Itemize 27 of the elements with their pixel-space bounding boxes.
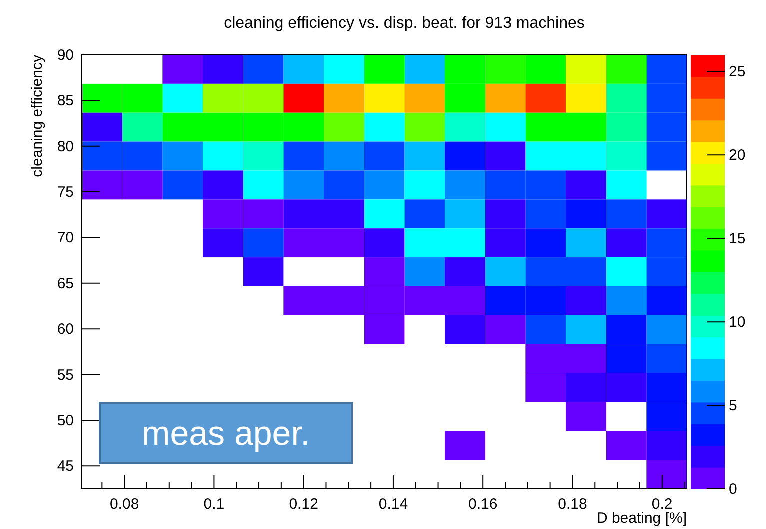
x-tick-label: 0.2 [652, 496, 673, 513]
y-tick-label: 50 [57, 412, 74, 430]
x-tick-label: 0.16 [468, 496, 498, 513]
y-tick-label: 45 [57, 458, 74, 476]
y-tick-label: 60 [57, 321, 74, 338]
color-bar-label: 25 [729, 64, 746, 81]
y-tick-label: 70 [57, 230, 74, 247]
x-tick-label: 0.1 [204, 496, 225, 513]
color-bar-label: 20 [729, 147, 746, 164]
y-tick-label: 85 [57, 92, 74, 110]
color-bar-label: 0 [729, 481, 738, 498]
x-tick-label: 0.08 [110, 496, 140, 513]
y-tick-label: 65 [57, 275, 74, 292]
x-axis-title: D beating [%] [596, 510, 687, 527]
x-tick-label: 0.12 [289, 496, 318, 513]
y-axis-title: cleaning efficiency [29, 54, 46, 178]
y-tick-label: 90 [57, 47, 74, 64]
y-tick-label: 55 [57, 366, 74, 384]
color-bar-label: 5 [729, 398, 738, 415]
y-tick-label: 75 [57, 184, 74, 202]
x-tick-label: 0.18 [558, 496, 588, 513]
x-tick-label: 0.14 [378, 496, 408, 513]
y-tick-label: 80 [57, 138, 74, 156]
color-bar-label: 15 [729, 230, 746, 248]
annotation: meas aper. [142, 415, 310, 453]
color-bar-label: 10 [729, 314, 746, 332]
chart-title: cleaning efficiency vs. disp. beat. for 913 machines [224, 15, 585, 32]
